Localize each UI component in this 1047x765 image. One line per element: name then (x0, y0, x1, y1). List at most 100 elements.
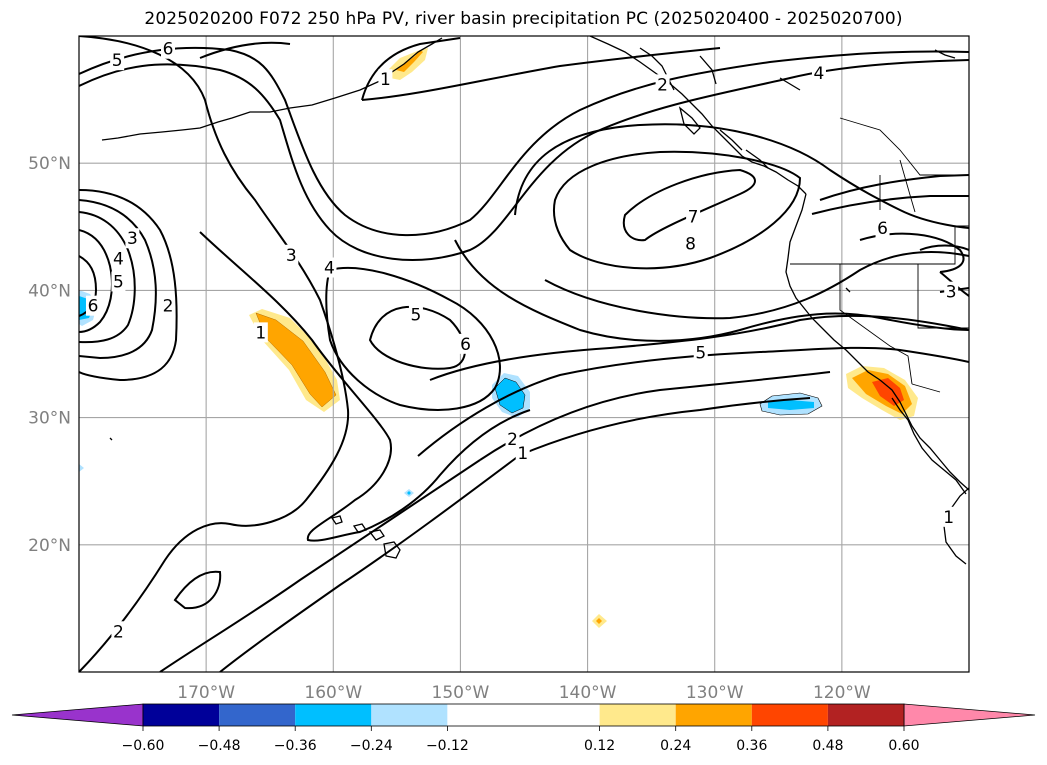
coastline-alaska-gulf (589, 36, 807, 195)
pv-contour-line (325, 266, 501, 411)
colorbar-frame (142, 703, 905, 727)
colorbar-segment (143, 704, 220, 726)
contour-label-bg (875, 218, 890, 239)
lon-tick-label: 130°W (686, 683, 744, 703)
coastline-bc-islands (639, 47, 769, 169)
lon-tick-label: 150°W (432, 683, 490, 703)
contour-label-bg (944, 281, 959, 302)
pv-contour-line (811, 195, 969, 215)
chart-title: 2025020200 F072 250 hPa PV, river basin … (144, 9, 903, 29)
contour-label: 1 (380, 70, 391, 90)
colorbar-segment (447, 704, 600, 726)
colorbar-segment (295, 704, 372, 726)
contour-label: 4 (113, 250, 124, 270)
precip-positive-region (255, 312, 337, 408)
contour-label: 4 (324, 259, 335, 279)
lon-tick-label: 160°W (304, 683, 362, 703)
contour-label: 3 (286, 246, 297, 266)
pv-contour-line (173, 570, 222, 610)
colorbar-tick-label: 0.60 (888, 738, 919, 754)
contour-label-bg (85, 295, 100, 316)
contour-label-bg (693, 342, 708, 363)
lat-tick-label: 40°N (28, 281, 71, 301)
colorbar-segment (827, 704, 904, 726)
lon-tick-label: 170°W (177, 683, 235, 703)
contour-label: 2 (507, 430, 518, 450)
pv-contour-line (79, 199, 157, 360)
contour-label-bg (941, 506, 956, 527)
pv-contour-line (519, 397, 811, 456)
contour-label: 1 (517, 444, 528, 464)
contour-label-bg (284, 244, 299, 265)
precip-positive-region (872, 378, 904, 406)
contour-label: 2 (657, 75, 668, 95)
contour-label: 5 (695, 344, 706, 364)
pv-contour-line (544, 251, 969, 320)
colorbar-tick-label: −0.48 (198, 738, 241, 754)
lat-tick-label: 50°N (28, 154, 71, 174)
pv-contour-line (919, 244, 969, 251)
colorbar-segment (675, 704, 752, 726)
contour-label: 3 (127, 229, 138, 249)
coastline-misc (109, 49, 956, 441)
coastline-baja (891, 397, 969, 565)
contour-label-bg (253, 322, 268, 343)
pv-contour-line (79, 59, 969, 262)
pv-contour-line (622, 168, 756, 242)
coastline-west-coast (785, 193, 969, 491)
pv-contour-line (819, 174, 969, 201)
pv-contour-line (361, 47, 721, 101)
precip-negative-region (79, 464, 84, 472)
contour-label-bg (811, 62, 826, 83)
precip-fills (79, 48, 918, 628)
pv-contour-line (79, 189, 178, 382)
precip-negative-region (407, 491, 411, 495)
colorbar-segment (371, 704, 448, 726)
contour-label: 6 (877, 219, 888, 239)
colorbar-segment (219, 704, 296, 726)
contour-label: 8 (685, 234, 696, 254)
contour-label-bg (458, 333, 473, 354)
pv-contour-line (159, 459, 481, 672)
contour-label-bg (683, 233, 698, 254)
contour-label: 5 (112, 51, 123, 71)
colorbar-tick-label: −0.36 (274, 738, 317, 754)
pv-contour-line (79, 211, 136, 344)
contour-label-bg (655, 74, 670, 95)
colorbar-tick-label: 0.24 (660, 738, 691, 754)
pv-contour-line (79, 36, 350, 672)
colorbar-segment (599, 704, 676, 726)
lon-tick-label: 140°W (559, 683, 617, 703)
pv-contours (79, 36, 969, 672)
contour-label-bg (161, 38, 175, 59)
pv-contour-line (417, 346, 969, 457)
precip-positive-region (596, 618, 602, 624)
pv-contour-line (429, 314, 969, 381)
pv-contour-line (199, 41, 291, 59)
colorbar-tick-label: 0.48 (812, 738, 843, 754)
contour-label-bg (408, 304, 423, 325)
lat-tick-label: 20°N (28, 536, 71, 556)
contour-label: 2 (163, 297, 174, 317)
coastlines (101, 36, 969, 565)
pv-contour-line (479, 371, 831, 461)
contour-label: 6 (163, 40, 174, 60)
contour-label: 1 (943, 508, 954, 528)
pv-contour-line (79, 46, 969, 237)
colorbar-extend-min (11, 703, 144, 727)
colorbar-tick-label: −0.24 (350, 738, 393, 754)
pv-contour-line (361, 37, 461, 101)
contour-label-bg (322, 257, 337, 278)
colorbar-extend-max (903, 703, 1036, 727)
contour-label-bg (125, 228, 140, 249)
contour-label: 7 (688, 208, 699, 228)
coastline-aleutians (101, 79, 383, 141)
contour-label: 6 (88, 297, 99, 317)
colorbar-tick-label: 0.36 (736, 738, 767, 754)
contour-label-bg (111, 248, 126, 269)
contour-label-bg (515, 443, 530, 464)
colorbar-tick-label: 0.12 (584, 738, 615, 754)
contour-label: 5 (113, 272, 124, 292)
contour-label-bg (686, 206, 701, 227)
